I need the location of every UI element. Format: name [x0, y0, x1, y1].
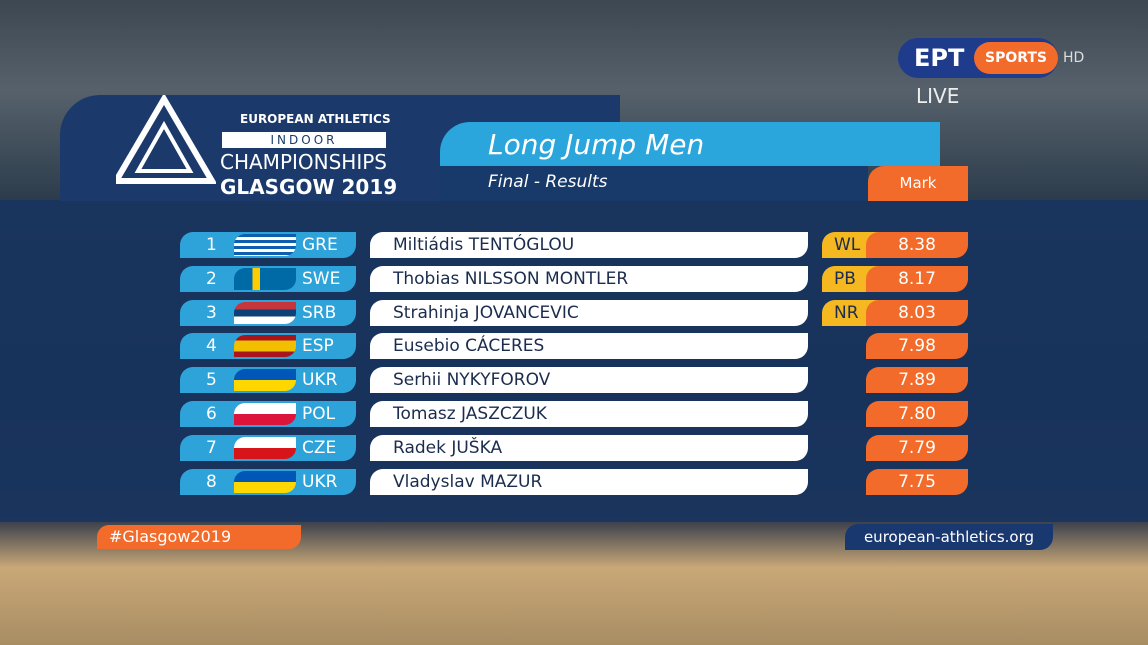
hashtag: #Glasgow2019 [97, 525, 301, 549]
athlete-name: Thobias NILSSON MONTLER [393, 268, 629, 289]
athlete-country: 8 UKR [180, 468, 356, 495]
athlete-name-box: Radek JUŠKA [370, 434, 808, 461]
athlete-name: Miltiádis TENTÓGLOU [393, 235, 575, 255]
athlete-country: 5 UKR [180, 367, 356, 394]
mark: 7.75 [898, 471, 936, 492]
athlete-country: 7 CZE [180, 434, 356, 461]
mark: 7.79 [898, 437, 936, 458]
subtitle: Final - Results [488, 172, 608, 192]
rank: 8 [206, 471, 217, 492]
country-code: SWE [302, 268, 341, 289]
result-row: 7 CZE Radek JUŠKA 7.79 [0, 434, 1148, 461]
record: WL [834, 235, 861, 255]
country-code: ESP [302, 336, 334, 357]
country-code: UKR [302, 370, 338, 391]
flag [234, 436, 296, 459]
athlete-name-box: Tomasz JASZCZUK [370, 401, 808, 427]
mark-box: 8.38 [866, 232, 968, 258]
athlete-name: Vladyslav MAZUR [393, 471, 543, 492]
logo-emblem [116, 95, 216, 184]
rank: 5 [206, 370, 217, 391]
result-row: 3 SRB Strahinja JOVANCEVIC NR 8.03 [0, 299, 1148, 326]
athlete-name: Eusebio CÁCERES [393, 336, 545, 357]
broadcaster-logo: EPT SPORTS [898, 38, 1058, 78]
result-row: 4 ESP Eusebio CÁCERES 7.98 [0, 333, 1148, 360]
athlete-name-box: Eusebio CÁCERES [370, 333, 808, 360]
athlete-country: 6 POL [180, 401, 356, 427]
mark: 7.98 [898, 336, 936, 357]
flag [234, 403, 296, 425]
mark: 8.38 [898, 235, 936, 255]
mark: 8.17 [898, 268, 936, 289]
flag [234, 369, 296, 392]
title-banner: Long Jump Men [440, 122, 940, 166]
website: european-athletics.org [845, 524, 1053, 550]
result-row: 5 UKR Serhii NYKYFOROV 7.89 [0, 367, 1148, 394]
athlete-name: Serhii NYKYFOROV [393, 370, 551, 391]
live: LIVE [916, 84, 960, 108]
rank: 6 [206, 404, 217, 424]
flag [234, 267, 296, 290]
title: Long Jump Men [488, 128, 705, 161]
country-code: GRE [302, 235, 338, 255]
rank: 3 [206, 302, 217, 323]
record: NR [834, 302, 859, 323]
athlete-country: 4 ESP [180, 333, 356, 360]
athlete-name-box: Strahinja JOVANCEVIC [370, 299, 808, 326]
logo-line: CHAMPIONSHIPS [220, 150, 387, 174]
rank: 2 [206, 268, 217, 289]
country-code: UKR [302, 471, 338, 492]
subtitle-banner: Final - Results [440, 166, 868, 201]
athlete-country: 3 SRB [180, 299, 356, 326]
athlete-name: Tomasz JASZCZUK [393, 404, 547, 424]
flag [234, 234, 296, 256]
result-row: 2 SWE Thobias NILSSON MONTLER PB 8.17 [0, 265, 1148, 292]
athlete-country: 2 SWE [180, 265, 356, 292]
flag [234, 470, 296, 493]
mark-box: 8.17 [866, 265, 968, 292]
rank: 4 [206, 336, 217, 357]
result-row: 6 POL Tomasz JASZCZUK 7.80 [0, 401, 1148, 427]
mark-box: 7.80 [866, 401, 968, 427]
country-code: SRB [302, 302, 337, 323]
mark-box: 8.03 [866, 299, 968, 326]
mark-box: 7.75 [866, 468, 968, 495]
result-row: 1 GRE Miltiádis TENTÓGLOU WL 8.38 [0, 232, 1148, 258]
athlete-name: Strahinja JOVANCEVIC [393, 302, 579, 323]
athlete-name-box: Thobias NILSSON MONTLER [370, 265, 808, 292]
rank: 1 [206, 235, 217, 255]
country-code: CZE [302, 437, 337, 458]
flag [234, 301, 296, 324]
mark: 7.80 [898, 404, 936, 424]
athlete-country: 1 GRE [180, 232, 356, 258]
mark: 7.89 [898, 370, 936, 391]
athlete-name: Radek JUŠKA [393, 437, 503, 458]
broadcaster-channel: SPORTS [974, 42, 1058, 74]
mark-box: 7.79 [866, 434, 968, 461]
mark-box: 7.89 [866, 367, 968, 394]
athlete-name-box: Vladyslav MAZUR [370, 468, 808, 495]
athlete-name-box: Miltiádis TENTÓGLOU [370, 232, 808, 258]
mark: 8.03 [898, 302, 936, 323]
column-header: Mark [868, 166, 968, 201]
logo-line: GLASGOW 2019 [220, 175, 398, 199]
logo-line: INDOOR [222, 132, 386, 148]
flag [234, 335, 296, 358]
country-code: POL [302, 404, 336, 424]
broadcaster-name: EPT [914, 44, 965, 72]
rank: 7 [206, 437, 217, 458]
athlete-name-box: Serhii NYKYFOROV [370, 367, 808, 394]
mark-box: 7.98 [866, 333, 968, 360]
record: PB [834, 268, 856, 289]
quality: HD [1063, 50, 1085, 66]
result-row: 8 UKR Vladyslav MAZUR 7.75 [0, 468, 1148, 495]
logo-line: EUROPEAN ATHLETICS [240, 112, 391, 126]
